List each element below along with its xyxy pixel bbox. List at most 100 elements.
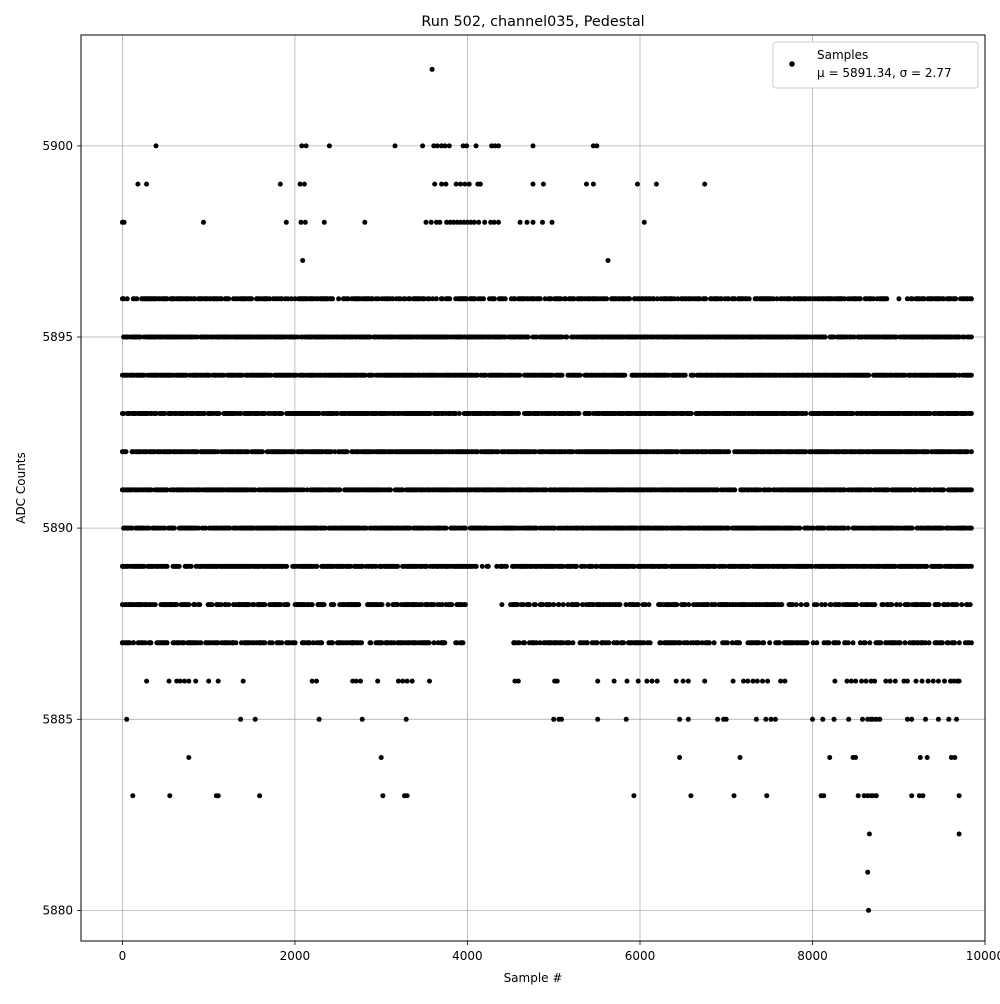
data-point (388, 487, 393, 492)
data-point (898, 602, 903, 607)
data-point (969, 526, 974, 531)
data-point (574, 564, 579, 569)
data-point (969, 487, 974, 492)
data-point (805, 640, 810, 645)
data-point (732, 487, 737, 492)
data-point (165, 640, 170, 645)
data-point (924, 564, 929, 569)
data-point (314, 564, 319, 569)
data-point (279, 640, 284, 645)
data-point (846, 640, 851, 645)
data-point (627, 296, 632, 301)
data-point (910, 526, 915, 531)
data-point (851, 640, 856, 645)
data-point (427, 640, 432, 645)
data-point (814, 640, 819, 645)
data-point (461, 640, 466, 645)
data-point (444, 526, 449, 531)
data-point (125, 296, 130, 301)
data-point (134, 296, 139, 301)
data-point (560, 373, 565, 378)
data-point (463, 602, 468, 607)
data-point (604, 296, 609, 301)
data-point (823, 335, 828, 340)
data-point (889, 602, 894, 607)
data-point (480, 564, 485, 569)
data-point (878, 640, 883, 645)
data-point (481, 296, 486, 301)
data-point (969, 640, 974, 645)
data-point (284, 564, 289, 569)
data-point (903, 640, 908, 645)
data-point (957, 640, 962, 645)
data-point (761, 640, 766, 645)
data-point (867, 640, 872, 645)
data-point (503, 296, 508, 301)
data-point (959, 602, 964, 607)
data-point (337, 487, 342, 492)
data-point (617, 602, 622, 607)
data-point (799, 602, 804, 607)
data-point (345, 449, 350, 454)
data-point (172, 526, 177, 531)
data-point (648, 640, 653, 645)
data-point (969, 564, 974, 569)
data-point (165, 564, 170, 569)
data-point (492, 296, 497, 301)
data-point (797, 526, 802, 531)
data-point (969, 411, 974, 416)
data-point (863, 640, 868, 645)
data-point (826, 640, 831, 645)
data-point (927, 640, 932, 645)
data-point (969, 335, 974, 340)
data-point (846, 526, 851, 531)
data-point (767, 640, 772, 645)
data-point (270, 640, 275, 645)
data-point (726, 449, 731, 454)
data-point (936, 602, 941, 607)
data-point (124, 449, 129, 454)
data-point (805, 602, 810, 607)
data-point (526, 335, 531, 340)
data-point (198, 640, 203, 645)
data-point (779, 602, 784, 607)
data-point (260, 449, 265, 454)
data-point (336, 296, 341, 301)
data-point (854, 602, 859, 607)
data-point (533, 602, 538, 607)
data-point (927, 602, 932, 607)
data-point (969, 373, 974, 378)
data-point (872, 602, 877, 607)
data-point (463, 526, 468, 531)
data-point (622, 373, 627, 378)
data-point (725, 640, 730, 645)
data-point (969, 449, 974, 454)
data-point (646, 602, 651, 607)
data-point (395, 564, 400, 569)
data-point (226, 296, 231, 301)
data-point (457, 411, 462, 416)
data-point (940, 640, 945, 645)
data-point (952, 640, 957, 645)
data-point (570, 640, 575, 645)
data-point (814, 602, 819, 607)
data-point (319, 640, 324, 645)
data-point (777, 640, 782, 645)
data-point (359, 640, 364, 645)
data-point (621, 640, 626, 645)
data-point (177, 564, 182, 569)
data-point (823, 602, 828, 607)
data-point (474, 564, 479, 569)
data-point (636, 602, 641, 607)
data-point (279, 411, 284, 416)
data-point (898, 640, 903, 645)
data-point (447, 296, 452, 301)
data-point (707, 640, 712, 645)
data-point (517, 373, 522, 378)
data-point (712, 640, 717, 645)
data-point (689, 411, 694, 416)
data-point (794, 602, 799, 607)
data-point (836, 640, 841, 645)
